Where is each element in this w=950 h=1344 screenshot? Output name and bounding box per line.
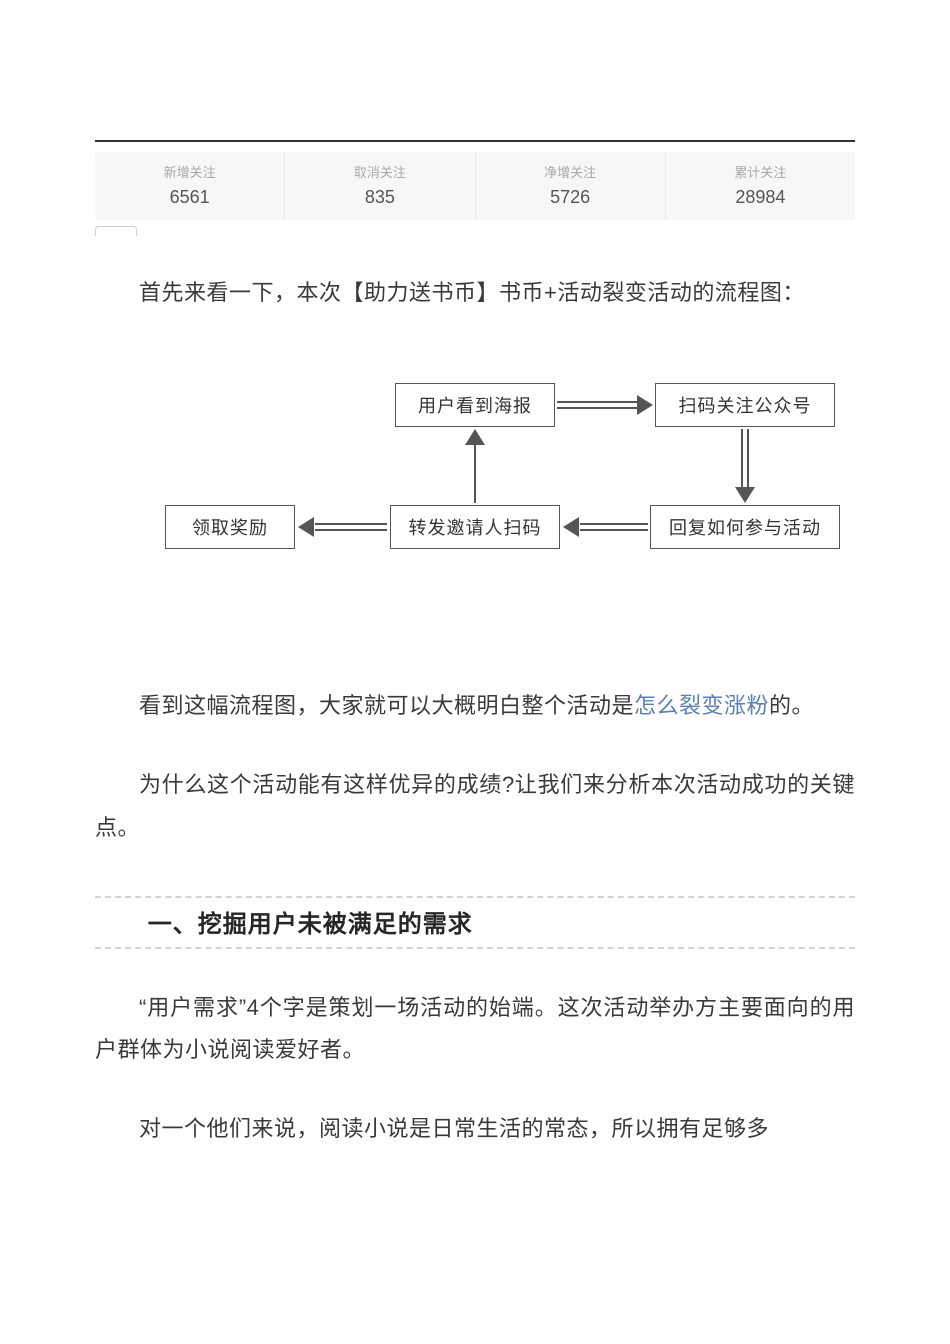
stat-cell-total: 累计关注 28984 [666,152,855,220]
arrow-left-icon [563,517,579,537]
stat-value: 28984 [666,187,855,208]
stat-cell-new: 新增关注 6561 [95,152,285,220]
arrow-up-icon [465,429,485,445]
stat-value: 6561 [95,187,284,208]
text-segment: 看到这幅流程图，大家就可以大概明白整个活动是 [139,693,634,718]
flow-edge [315,523,387,531]
section-heading: 一、挖掘用户未被满足的需求 [95,904,855,939]
arrow-left-icon [298,517,314,537]
paragraph-why: 为什么这个活动能有这样优异的成绩?让我们来分析本次活动成功的关键点。 [95,764,855,850]
paragraph-reader-habit: 对一个他们来说，阅读小说是日常生活的常态，所以拥有足够多 [95,1108,855,1151]
flow-edge [741,429,749,487]
stat-value: 835 [285,187,474,208]
text-segment: 的。 [769,693,814,718]
stats-table: 新增关注 6561 取消关注 835 净增关注 5726 累计关注 28984 [95,140,855,220]
stat-label: 累计关注 [666,162,855,181]
tab-stub [95,226,137,236]
flow-node-reply: 回复如何参与活动 [650,505,840,549]
flowchart: 用户看到海报 扫码关注公众号 回复如何参与活动 转发邀请人扫码 领取奖励 [95,365,855,615]
section-heading-wrap: 一、挖掘用户未被满足的需求 [95,896,855,949]
flow-node-poster: 用户看到海报 [395,383,555,427]
stat-value: 5726 [476,187,665,208]
arrow-right-icon [637,395,653,415]
stat-cell-net: 净增关注 5726 [476,152,666,220]
flow-node-forward: 转发邀请人扫码 [390,505,560,549]
paragraph-user-need: “用户需求”4个字是策划一场活动的始端。这次活动举办方主要面向的用户群体为小说阅… [95,987,855,1073]
flow-node-scan-follow: 扫码关注公众号 [655,383,835,427]
flow-edge [557,401,637,409]
paragraph-flow-explain: 看到这幅流程图，大家就可以大概明白整个活动是怎么裂变涨粉的。 [95,685,855,728]
arrow-down-icon [735,487,755,503]
flow-edge [474,445,476,503]
stat-cell-cancel: 取消关注 835 [285,152,475,220]
stat-label: 新增关注 [95,162,284,181]
stat-label: 净增关注 [476,162,665,181]
flow-node-reward: 领取奖励 [165,505,295,549]
flow-edge [580,523,648,531]
link-fission-growth[interactable]: 怎么裂变涨粉 [634,693,769,718]
paragraph-intro: 首先来看一下，本次【助力送书币】书币+活动裂变活动的流程图： [95,272,855,315]
stat-label: 取消关注 [285,162,474,181]
